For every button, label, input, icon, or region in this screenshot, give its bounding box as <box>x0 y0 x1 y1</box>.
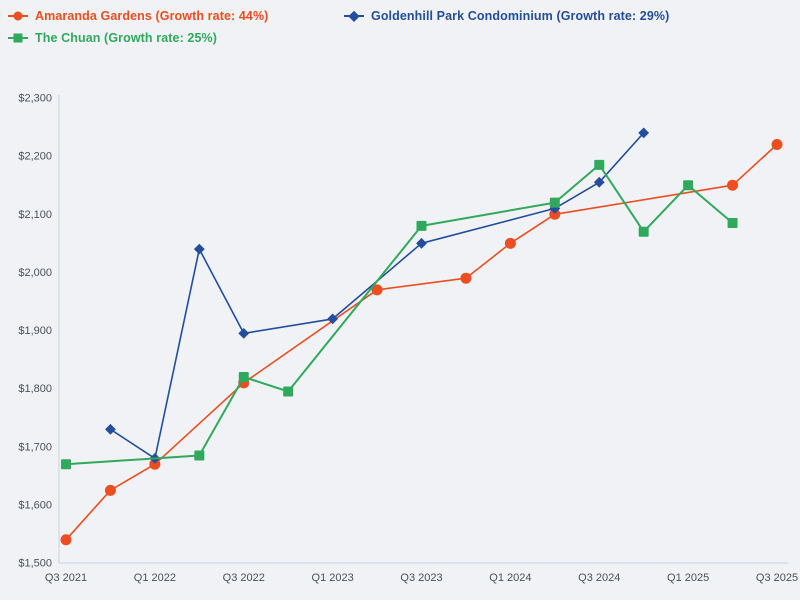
data-point-the-chuan <box>727 217 738 228</box>
x-axis-tick-label: Q3 2022 <box>223 572 265 584</box>
data-point-amaranda-gardens <box>60 534 72 546</box>
data-point-amaranda-gardens <box>460 272 472 284</box>
data-point-goldenhill-park-condominium <box>327 313 339 325</box>
x-axis-tick-label: Q1 2022 <box>134 572 176 584</box>
data-point-the-chuan <box>283 386 294 397</box>
legend-item-the-chuan[interactable]: The Chuan (Growth rate: 25%) <box>8 31 344 45</box>
y-axis-tick-label: $1,600 <box>18 499 52 511</box>
legend-label: Goldenhill Park Condominium (Growth rate… <box>371 9 670 23</box>
square-marker-icon <box>8 32 28 44</box>
data-point-amaranda-gardens <box>771 139 783 150</box>
circle-marker-icon <box>8 10 28 22</box>
legend-item-amaranda-gardens[interactable]: Amaranda Gardens (Growth rate: 44%) <box>8 9 344 23</box>
data-point-the-chuan <box>238 372 249 382</box>
chart-legend: Amaranda Gardens (Growth rate: 44%) Golde… <box>8 9 669 45</box>
axis-lines <box>58 95 788 564</box>
y-axis-tick-label: $1,900 <box>18 325 52 337</box>
data-point-goldenhill-park-condominium <box>105 423 116 435</box>
data-point-amaranda-gardens <box>549 208 561 220</box>
x-axis-tick-label: Q3 2023 <box>400 572 442 584</box>
y-axis-tick-label: $1,500 <box>18 558 52 570</box>
data-point-amaranda-gardens <box>149 458 161 470</box>
x-axis-tick-label: Q1 2023 <box>312 572 354 584</box>
series-line-amaranda-gardens <box>65 143 778 541</box>
data-point-the-chuan <box>416 220 427 231</box>
data-point-amaranda-gardens <box>504 237 516 249</box>
y-axis-tick-label: $2,200 <box>18 151 52 163</box>
data-point-amaranda-gardens <box>104 484 116 496</box>
data-point-amaranda-gardens <box>371 284 383 296</box>
data-point-the-chuan <box>638 226 649 237</box>
data-point-the-chuan <box>594 159 605 170</box>
data-point-goldenhill-park-condominium <box>193 243 205 255</box>
series-line-goldenhill-park-condominium <box>109 132 645 460</box>
data-point-the-chuan <box>61 459 71 470</box>
data-point-the-chuan <box>683 180 694 191</box>
legend-label: The Chuan (Growth rate: 25%) <box>35 31 217 45</box>
data-point-the-chuan <box>194 450 205 461</box>
data-point-amaranda-gardens <box>727 179 739 191</box>
y-axis-tick-label: $1,800 <box>18 383 52 395</box>
y-axis-tick-label: $2,100 <box>18 209 52 221</box>
data-point-goldenhill-park-condominium <box>238 328 250 339</box>
series-line-the-chuan <box>65 163 734 466</box>
data-point-goldenhill-park-condominium <box>416 237 427 249</box>
x-axis-tick-label: Q3 2024 <box>578 572 620 584</box>
data-point-goldenhill-park-condominium <box>593 176 605 188</box>
data-point-the-chuan <box>549 197 560 208</box>
legend-item-goldenhill-park-condominium[interactable]: Goldenhill Park Condominium (Growth rate… <box>344 9 669 23</box>
x-axis-tick-label: Q1 2025 <box>667 572 709 584</box>
diamond-marker-icon <box>344 10 364 22</box>
y-axis-tick-label: $2,000 <box>18 267 52 279</box>
x-axis-tick-label: Q3 2021 <box>45 572 87 584</box>
y-axis-tick-label: $1,700 <box>18 441 52 453</box>
x-axis-tick-label: Q1 2024 <box>489 572 531 584</box>
legend-label: Amaranda Gardens (Growth rate: 44%) <box>35 9 269 23</box>
x-axis-tick-label: Q3 2025 <box>756 572 798 584</box>
data-point-goldenhill-park-condominium <box>638 127 650 139</box>
y-axis-tick-label: $2,300 <box>18 93 52 105</box>
